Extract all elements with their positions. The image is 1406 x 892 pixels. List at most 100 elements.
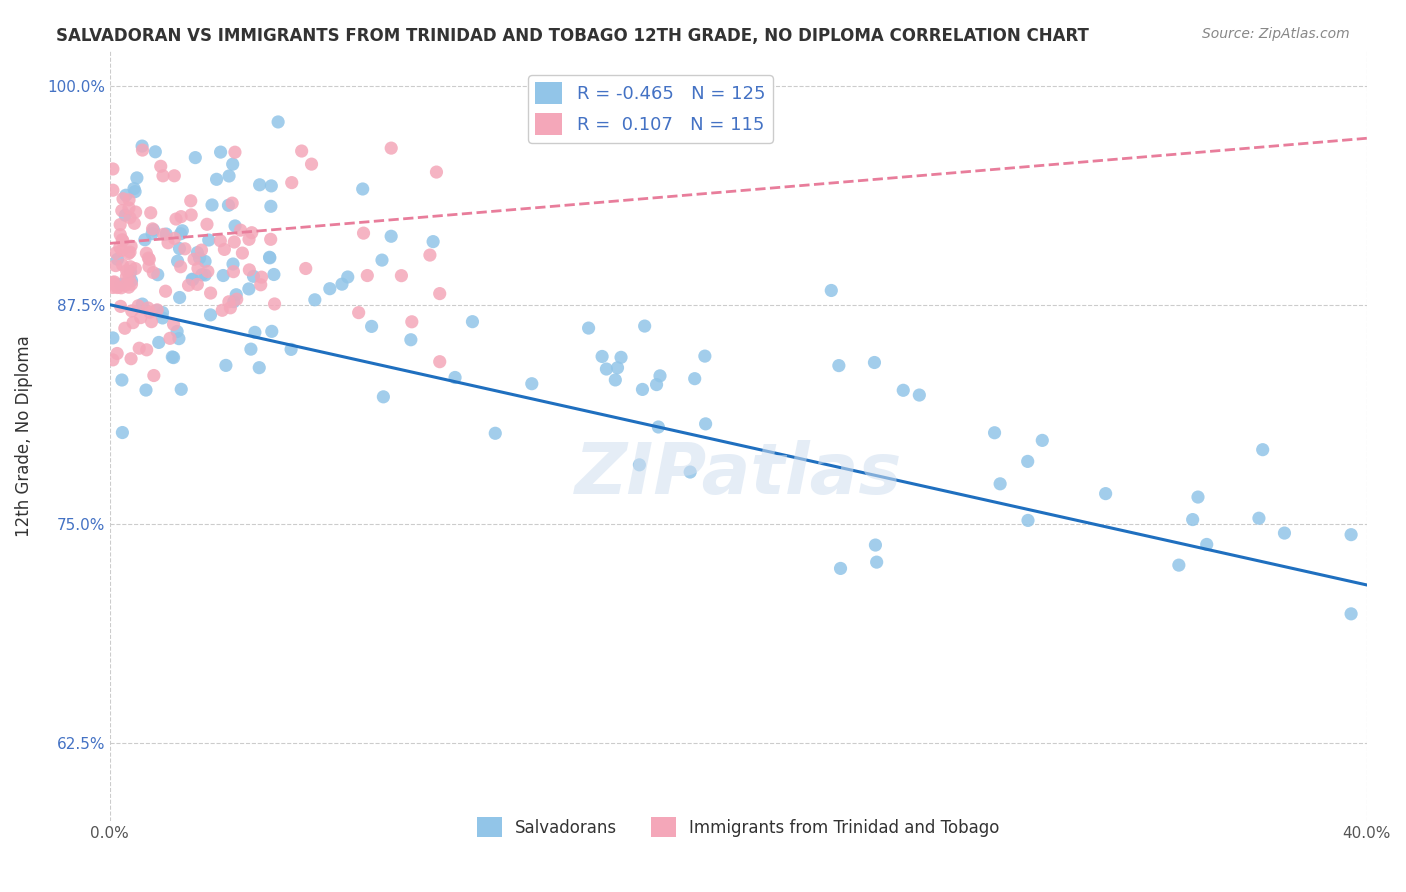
Legend: Salvadorans, Immigrants from Trinidad and Tobago: Salvadorans, Immigrants from Trinidad an…: [471, 810, 1007, 844]
Point: [352, 182, 374, 196]
Point: [114, 278, 136, 293]
Point: [1187, 490, 1209, 504]
Point: [828, 359, 851, 373]
Point: [695, 417, 717, 431]
Point: [908, 388, 931, 402]
Point: [360, 319, 382, 334]
Point: [101, 183, 124, 197]
Point: [101, 280, 124, 294]
Point: [380, 141, 402, 155]
Point: [1340, 607, 1362, 621]
Point: [115, 264, 138, 278]
Point: [165, 212, 187, 227]
Point: [138, 260, 160, 274]
Point: [142, 223, 165, 237]
Point: [347, 305, 370, 319]
Point: [606, 360, 628, 375]
Point: [163, 231, 186, 245]
Point: [115, 188, 138, 202]
Point: [186, 277, 208, 292]
Point: [111, 233, 134, 247]
Point: [166, 325, 188, 339]
Point: [157, 235, 180, 250]
Point: [891, 384, 914, 398]
Point: [139, 206, 162, 220]
Point: [222, 265, 245, 279]
Point: [1247, 511, 1270, 525]
Y-axis label: 12th Grade, No Diploma: 12th Grade, No Diploma: [15, 335, 32, 537]
Point: [187, 261, 209, 276]
Point: [169, 291, 191, 305]
Text: ZIPatlas: ZIPatlas: [575, 440, 903, 509]
Point: [105, 280, 128, 294]
Point: [180, 208, 202, 222]
Point: [163, 169, 186, 183]
Point: [136, 301, 159, 315]
Point: [111, 373, 134, 387]
Point: [222, 157, 245, 171]
Point: [110, 299, 132, 313]
Point: [118, 193, 141, 207]
Point: [422, 235, 444, 249]
Point: [197, 264, 219, 278]
Point: [138, 251, 160, 265]
Point: [221, 196, 243, 211]
Point: [605, 373, 627, 387]
Point: [118, 280, 141, 294]
Point: [101, 276, 124, 290]
Point: [191, 268, 214, 282]
Point: [1031, 434, 1053, 448]
Point: [194, 268, 217, 282]
Point: [125, 170, 148, 185]
Point: [247, 360, 270, 375]
Point: [118, 201, 141, 215]
Point: [578, 321, 600, 335]
Point: [866, 555, 889, 569]
Point: [645, 377, 668, 392]
Point: [103, 275, 125, 289]
Point: [280, 343, 302, 357]
Point: [373, 390, 395, 404]
Point: [628, 458, 651, 472]
Point: [186, 245, 208, 260]
Point: [197, 233, 219, 247]
Point: [180, 194, 202, 208]
Point: [115, 269, 138, 284]
Point: [820, 284, 842, 298]
Point: [988, 476, 1011, 491]
Point: [399, 333, 422, 347]
Point: [231, 246, 253, 260]
Point: [356, 268, 378, 283]
Point: [101, 331, 124, 345]
Point: [229, 223, 252, 237]
Point: [122, 181, 145, 195]
Point: [294, 261, 316, 276]
Point: [429, 286, 451, 301]
Point: [1340, 527, 1362, 541]
Point: [263, 268, 285, 282]
Point: [110, 277, 132, 292]
Point: [105, 346, 128, 360]
Point: [152, 227, 174, 242]
Point: [121, 274, 143, 288]
Point: [250, 270, 273, 285]
Point: [118, 270, 141, 285]
Point: [259, 250, 281, 264]
Point: [146, 268, 169, 282]
Point: [111, 425, 134, 440]
Point: [429, 354, 451, 368]
Point: [353, 226, 375, 240]
Point: [1017, 513, 1039, 527]
Point: [419, 248, 441, 262]
Point: [143, 145, 166, 159]
Point: [830, 561, 852, 575]
Point: [170, 382, 193, 396]
Point: [865, 538, 887, 552]
Point: [425, 165, 447, 179]
Point: [162, 318, 184, 332]
Point: [181, 273, 204, 287]
Point: [107, 252, 129, 267]
Point: [291, 144, 314, 158]
Point: [131, 297, 153, 311]
Point: [209, 145, 232, 160]
